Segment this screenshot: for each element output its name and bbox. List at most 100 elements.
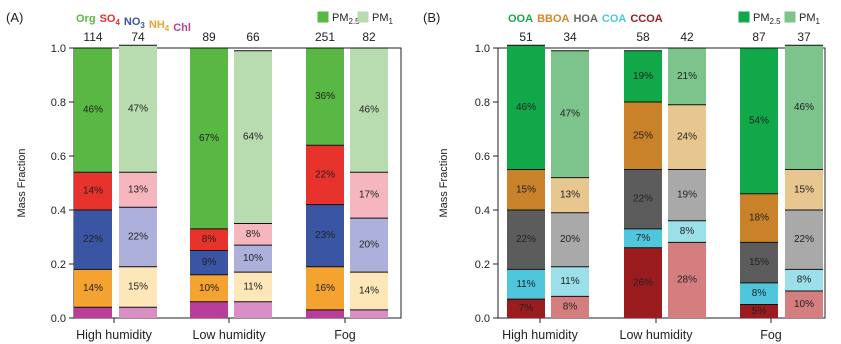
species-legend-text: COA bbox=[602, 13, 627, 25]
data-label: 13% bbox=[128, 184, 148, 195]
data-label: 8% bbox=[246, 229, 261, 240]
bar-segment-org bbox=[306, 48, 344, 146]
legend-label-pm25-subscript: 2.5 bbox=[349, 17, 361, 26]
bar-segment-ooa bbox=[551, 50, 589, 178]
data-label: 23% bbox=[315, 230, 335, 241]
bar-segment-no3 bbox=[306, 204, 344, 267]
species-legend-text: NO bbox=[124, 16, 141, 28]
bar-segment-ccoa bbox=[740, 304, 778, 318]
bar-segment-hoa bbox=[624, 169, 662, 229]
bar-segment-no3 bbox=[350, 218, 388, 273]
data-label: 54% bbox=[749, 115, 769, 126]
bar-segment-nh4 bbox=[190, 274, 228, 302]
bar-segment-so4 bbox=[190, 228, 228, 251]
data-label: 19% bbox=[633, 71, 653, 82]
bar-total-label: 74 bbox=[131, 30, 145, 44]
bar-total-label: 37 bbox=[797, 30, 811, 44]
bar-total-label: 42 bbox=[680, 30, 694, 44]
legend-label-pm25-subscript: 2.5 bbox=[770, 17, 782, 26]
bar-segment-ooa bbox=[507, 45, 545, 170]
data-label: 46% bbox=[794, 102, 814, 113]
data-label: 22% bbox=[83, 234, 103, 245]
legend-swatch-pm25 bbox=[317, 11, 329, 23]
species-legend-text: SO bbox=[100, 13, 116, 25]
y-tick-label: 0.2 bbox=[475, 259, 490, 271]
data-label: 28% bbox=[677, 275, 697, 286]
bar-segment-no3 bbox=[234, 245, 272, 273]
species-legend-text: NH bbox=[149, 19, 165, 31]
bar-total-label: 66 bbox=[246, 30, 260, 44]
bar-segment-coa bbox=[551, 266, 589, 297]
data-label: 20% bbox=[359, 240, 379, 251]
species-legend-subscript: 4 bbox=[165, 24, 170, 33]
data-label: 10% bbox=[199, 283, 219, 294]
species-legend: OOA BBOA HOA COA CCOA bbox=[508, 13, 663, 25]
y-tick-label: 0.0 bbox=[475, 313, 490, 325]
bar-segment-nh4 bbox=[74, 269, 112, 308]
y-tick-label: 0.8 bbox=[475, 97, 490, 109]
data-label: 36% bbox=[315, 91, 335, 102]
bar-segment-hoa bbox=[507, 210, 545, 270]
data-label: 16% bbox=[315, 283, 335, 294]
species-legend: Org SO4 NO3 NH4 Chl bbox=[76, 13, 191, 34]
species-legend-text: Chl bbox=[173, 22, 191, 34]
bar-total-label: 89 bbox=[202, 30, 216, 44]
species-legend-subscript: 3 bbox=[140, 21, 145, 30]
bar-segment-ccoa bbox=[507, 299, 545, 318]
bar-segment-org bbox=[119, 45, 157, 173]
data-label: 8% bbox=[202, 234, 217, 245]
data-label: 22% bbox=[128, 232, 148, 243]
bar-segment-nh4 bbox=[234, 272, 272, 302]
bar-segment-hoa bbox=[551, 212, 589, 267]
y-tick-label: 1.0 bbox=[51, 43, 66, 55]
x-category-label: High humidity bbox=[76, 328, 152, 342]
bar-total-label: 34 bbox=[563, 30, 577, 44]
data-label: 26% bbox=[633, 277, 653, 288]
data-label: 14% bbox=[83, 186, 103, 197]
legend-label-pm1: PM1 bbox=[372, 12, 394, 26]
data-label: 10% bbox=[243, 253, 263, 264]
bar-segment-org bbox=[190, 48, 228, 229]
data-label: 8% bbox=[563, 302, 578, 313]
data-label: 8% bbox=[680, 226, 695, 237]
data-label: 47% bbox=[128, 103, 148, 114]
legend-swatch-pm1 bbox=[784, 11, 796, 23]
species-legend-text: OOA bbox=[508, 13, 533, 25]
data-label: 46% bbox=[83, 105, 103, 116]
data-label: 18% bbox=[749, 213, 769, 224]
bar-segment-hoa bbox=[785, 210, 823, 270]
bar-segment-bboa bbox=[624, 102, 662, 170]
legend-label-pm25-text: PM bbox=[332, 12, 349, 24]
data-label: 15% bbox=[749, 257, 769, 268]
species-legend-text: Org bbox=[76, 13, 96, 25]
data-label: 46% bbox=[359, 105, 379, 116]
bar-segment-ccoa bbox=[668, 242, 706, 318]
y-tick-label: 0.6 bbox=[475, 151, 490, 163]
x-category-label: High humidity bbox=[502, 328, 578, 342]
bar-segment-bboa bbox=[551, 177, 589, 213]
data-label: 19% bbox=[677, 190, 697, 201]
y-axis-label: Mass Fraction bbox=[438, 148, 450, 217]
y-tick-label: 0.6 bbox=[51, 151, 66, 163]
bar-segment-bboa bbox=[668, 104, 706, 170]
data-label: 15% bbox=[794, 184, 814, 195]
data-label: 24% bbox=[677, 132, 697, 143]
bar-segment-so4 bbox=[74, 172, 112, 210]
bar-total-label: 87 bbox=[752, 30, 766, 44]
data-label: 21% bbox=[677, 71, 697, 82]
panel-label: (B) bbox=[423, 10, 440, 25]
bar-segment-coa bbox=[624, 228, 662, 248]
legend-label-pm25: PM2.5 bbox=[753, 12, 781, 26]
data-label: 64% bbox=[243, 132, 263, 143]
bar-segment-coa bbox=[740, 282, 778, 305]
data-label: 22% bbox=[516, 234, 536, 245]
bar-segment-coa bbox=[507, 269, 545, 300]
bar-total-label: 82 bbox=[362, 30, 376, 44]
bar-segment-so4 bbox=[306, 145, 344, 205]
bar-segment-org bbox=[74, 48, 112, 173]
y-tick-label: 0.0 bbox=[51, 313, 66, 325]
y-axis-label: Mass Fraction bbox=[16, 148, 28, 217]
bar-segment-bboa bbox=[785, 169, 823, 210]
data-label: 11% bbox=[560, 276, 579, 287]
bar-segment-so4 bbox=[350, 172, 388, 219]
